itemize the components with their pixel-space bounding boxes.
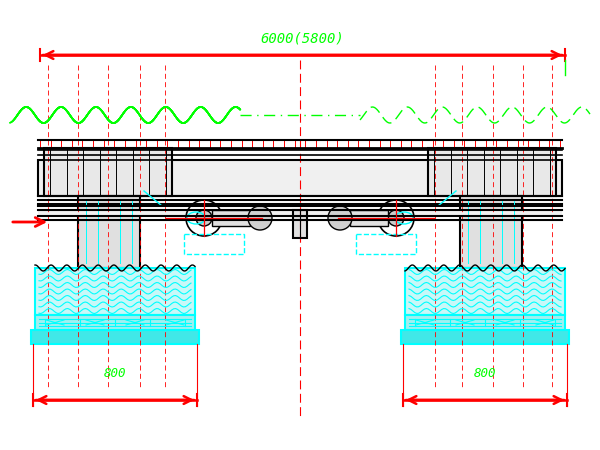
Bar [35,268,195,315]
Bar [405,268,565,315]
Text: 800: 800 [104,367,126,380]
Bar [38,210,562,216]
Circle shape [328,206,352,230]
Bar [31,330,199,344]
Bar [356,234,416,254]
Bar [212,210,250,226]
Bar [350,210,388,226]
Bar [35,315,195,330]
Text: 800: 800 [474,367,496,380]
Bar [405,315,565,330]
Bar [78,196,140,268]
Circle shape [248,206,272,230]
Bar [428,148,556,196]
Bar [44,148,172,196]
Bar [293,210,307,238]
Bar [460,196,522,268]
Bar [184,234,244,254]
Bar [401,330,569,344]
Bar [38,160,562,196]
Text: 6000(5800): 6000(5800) [260,31,344,45]
Circle shape [388,210,404,226]
Circle shape [196,210,212,226]
